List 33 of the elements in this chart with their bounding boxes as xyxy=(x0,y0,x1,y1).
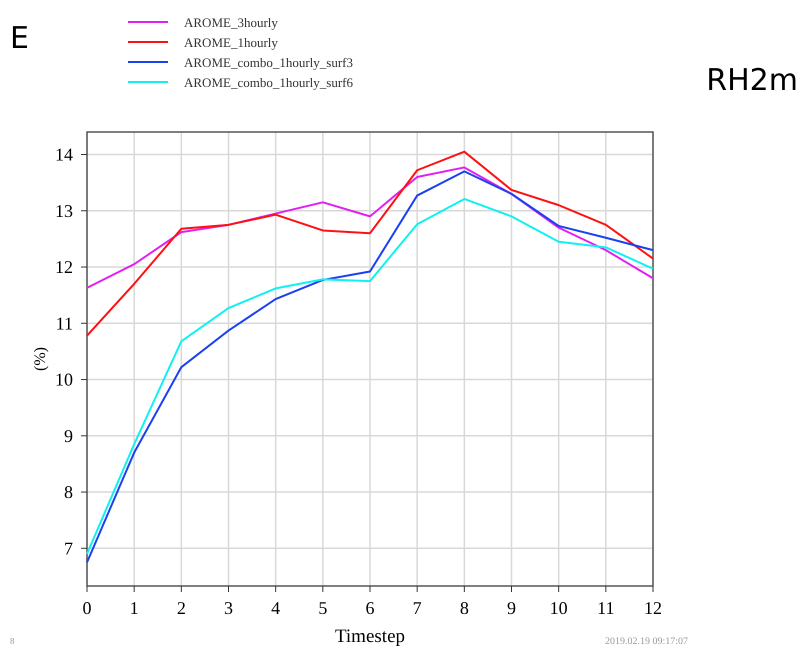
y-tick-label: 11 xyxy=(56,313,73,334)
y-tick-label: 8 xyxy=(64,482,73,502)
y-tick-label: 14 xyxy=(55,144,73,165)
line-series xyxy=(86,166,654,289)
y-tick-label: 13 xyxy=(55,200,73,221)
x-tick-label: 0 xyxy=(82,598,92,618)
x-tick-label: 5 xyxy=(318,598,328,618)
y-tick-label: 9 xyxy=(64,426,73,446)
x-tick-label: 9 xyxy=(507,598,516,618)
x-tick-label: 8 xyxy=(460,598,469,618)
x-tick-label: 11 xyxy=(597,598,615,618)
y-tick-label: 7 xyxy=(64,538,73,558)
y-axis-title: (%) xyxy=(32,347,49,371)
legend-label: AROME_1hourly xyxy=(184,35,278,50)
x-tick-label: 4 xyxy=(271,598,280,618)
legend-label: AROME_combo_1hourly_surf3 xyxy=(184,55,353,70)
x-tick-label: 12 xyxy=(644,598,662,618)
x-tick-label: 10 xyxy=(550,598,568,618)
text: 8 xyxy=(10,636,15,646)
x-tick-label: 6 xyxy=(366,598,374,618)
x-tick-label: 2 xyxy=(176,598,186,618)
x-tick-label: 3 xyxy=(224,598,233,618)
legend-label: AROME_3hourly xyxy=(184,15,278,30)
x-tick-label: 7 xyxy=(412,598,422,618)
text: E xyxy=(10,21,29,56)
legend-label: AROME_combo_1hourly_surf6 xyxy=(184,75,354,90)
text: 2019.02.19 09:17:07 xyxy=(604,636,688,647)
line-series xyxy=(86,150,654,337)
y-tick-label: 12 xyxy=(55,257,73,278)
x-axis-title: Timestep xyxy=(334,626,406,647)
text: RH2m xyxy=(706,63,798,98)
x-tick-label: 1 xyxy=(130,598,139,618)
y-tick-label: 10 xyxy=(55,370,73,390)
